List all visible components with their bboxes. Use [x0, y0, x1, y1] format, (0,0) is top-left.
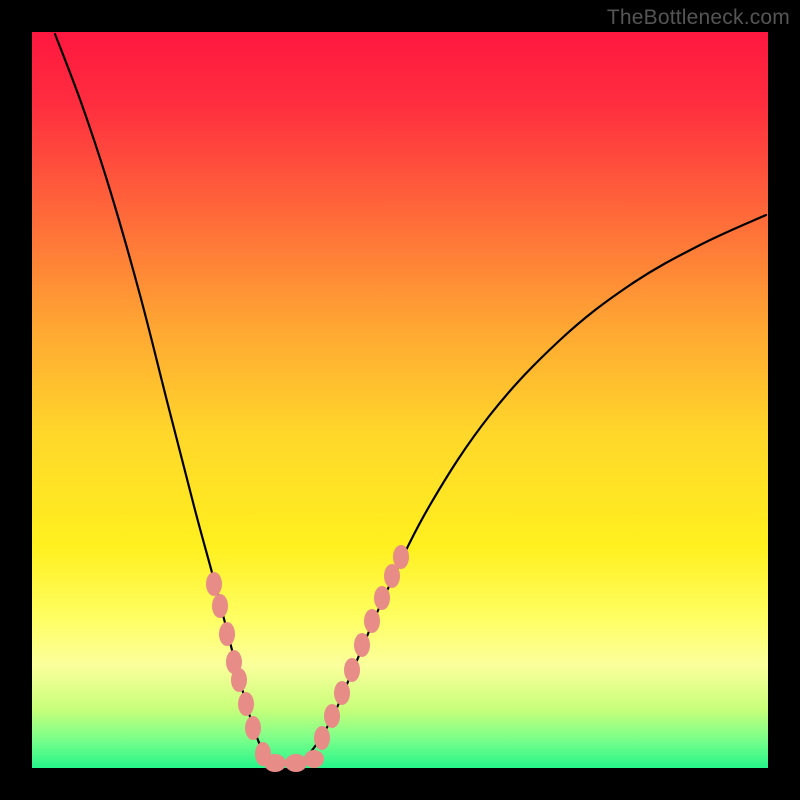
watermark-text: TheBottleneck.com: [607, 6, 790, 30]
marker-point: [264, 754, 286, 772]
marker-point: [212, 594, 228, 618]
marker-point: [245, 716, 261, 740]
marker-point: [219, 622, 235, 646]
chart-stage: TheBottleneck.com: [0, 0, 800, 800]
marker-point: [344, 658, 360, 682]
marker-point: [354, 633, 370, 657]
marker-point: [374, 586, 390, 610]
marker-point: [238, 692, 254, 716]
bottleneck-chart: [0, 0, 800, 800]
plot-background: [32, 32, 768, 768]
marker-point: [334, 681, 350, 705]
marker-point: [364, 609, 380, 633]
marker-point: [231, 668, 247, 692]
marker-point: [393, 545, 409, 569]
marker-point: [206, 572, 222, 596]
marker-point: [304, 750, 324, 768]
marker-point: [285, 754, 307, 772]
marker-point: [314, 726, 330, 750]
marker-point: [324, 704, 340, 728]
